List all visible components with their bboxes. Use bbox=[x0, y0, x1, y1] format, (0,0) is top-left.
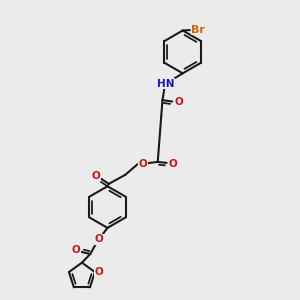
Text: HN: HN bbox=[157, 79, 174, 89]
Text: O: O bbox=[95, 234, 103, 244]
Text: O: O bbox=[139, 159, 147, 169]
Text: O: O bbox=[92, 171, 100, 181]
Text: O: O bbox=[94, 267, 103, 277]
Text: Br: Br bbox=[191, 25, 205, 34]
Text: O: O bbox=[175, 98, 183, 107]
Text: O: O bbox=[168, 159, 177, 169]
Text: O: O bbox=[72, 245, 80, 256]
